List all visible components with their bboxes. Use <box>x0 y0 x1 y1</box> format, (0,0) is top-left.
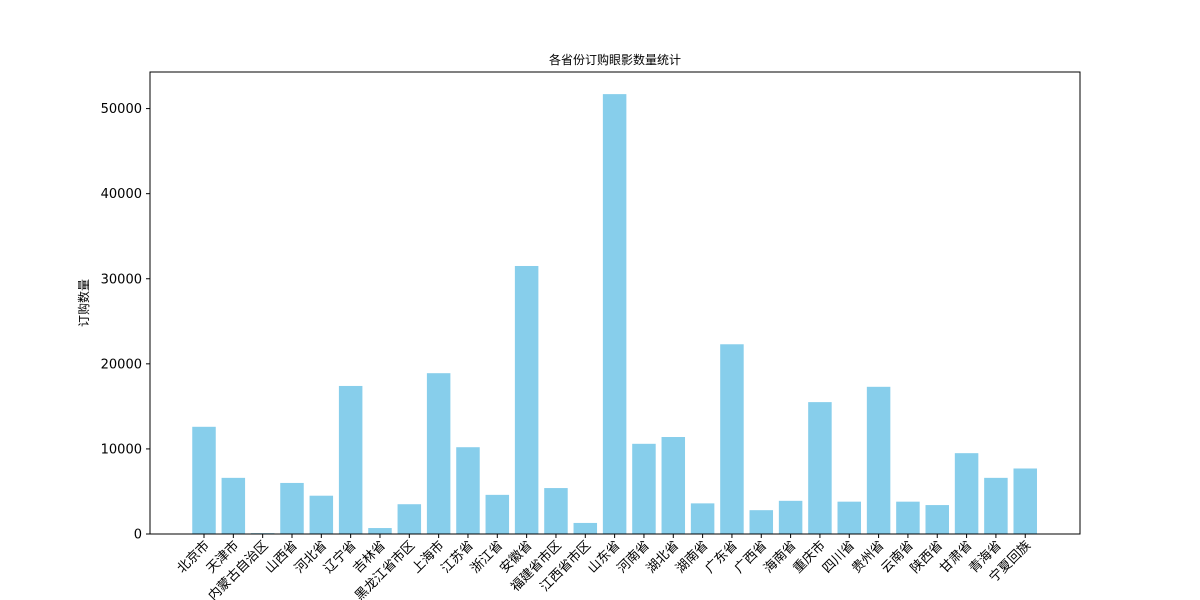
x-tick-label: 北京市 <box>174 538 213 577</box>
x-tick-label: 河南省 <box>614 538 653 577</box>
bar <box>925 505 949 534</box>
bar <box>426 373 451 534</box>
bar <box>514 265 539 534</box>
bar <box>192 426 216 534</box>
x-axis: 北京市天津市内蒙古自治区山西省河北省辽宁省吉林省黑龙江省市区上海市江苏省浙江省安… <box>174 534 1034 600</box>
bar <box>808 402 832 534</box>
x-tick-label: 辽宁省 <box>321 538 360 577</box>
x-tick-label: 浙江省 <box>468 538 506 576</box>
bar <box>837 501 862 534</box>
x-tick-label: 云南省 <box>878 538 917 577</box>
bar <box>397 504 422 534</box>
x-tick-label: 河北省 <box>292 538 330 576</box>
bar <box>1013 468 1037 534</box>
x-tick-label: 陕西省 <box>908 538 946 576</box>
bar <box>221 477 246 534</box>
bar <box>485 494 510 534</box>
x-tick-label: 湖南省 <box>673 538 712 577</box>
y-tick-label: 20000 <box>101 357 142 372</box>
bar <box>896 501 920 534</box>
y-axis-label: 订购数量 <box>76 279 91 327</box>
bar <box>280 482 304 534</box>
x-tick-label: 山西省 <box>263 538 301 576</box>
x-tick-label: 广东省 <box>703 538 741 576</box>
bar <box>720 344 744 534</box>
x-tick-label: 海南省 <box>761 538 800 577</box>
bar <box>690 503 715 534</box>
bar <box>954 453 979 534</box>
bar <box>544 488 568 534</box>
bar <box>456 447 480 534</box>
bar <box>368 528 392 534</box>
bar <box>984 477 1008 534</box>
bars-group <box>192 94 1037 535</box>
bar <box>866 386 891 534</box>
y-tick-label: 0 <box>134 528 142 543</box>
x-tick-label: 四川省 <box>820 538 858 576</box>
x-tick-label: 山东省 <box>585 538 623 576</box>
y-tick-label: 40000 <box>101 187 142 202</box>
x-tick-label: 贵州省 <box>849 538 887 576</box>
y-tick-label: 30000 <box>101 272 142 287</box>
bar <box>632 443 656 534</box>
y-tick-label: 10000 <box>101 442 142 457</box>
y-axis: 0 10000 20000 30000 40000 50000 <box>101 102 150 543</box>
x-tick-label: 广西省 <box>732 538 770 576</box>
bar <box>778 500 803 534</box>
bar <box>573 522 598 534</box>
x-tick-label: 上海市 <box>409 538 448 577</box>
bar <box>602 94 627 535</box>
x-tick-label: 湖北省 <box>644 538 682 576</box>
bar <box>749 510 774 534</box>
x-tick-label: 甘肃省 <box>937 538 975 576</box>
bar <box>309 495 334 534</box>
plot-frame <box>149 71 1081 535</box>
y-tick-label: 50000 <box>101 102 142 117</box>
bar <box>661 437 686 534</box>
x-tick-label: 江苏省 <box>438 538 477 577</box>
chart-title: 各省份订购眼影数量统计 <box>549 52 681 67</box>
bar <box>338 385 363 534</box>
x-tick-label: 重庆市 <box>790 538 829 577</box>
